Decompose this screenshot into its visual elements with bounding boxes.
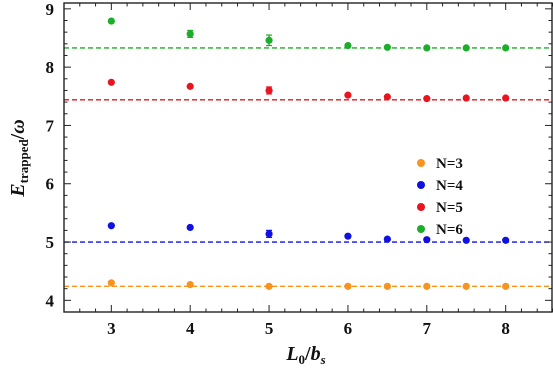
legend-label: N=6 xyxy=(436,222,463,238)
data-point xyxy=(344,91,352,99)
y-axis-label: Etrapped/ω xyxy=(7,119,31,197)
x-tick-label: 6 xyxy=(344,319,353,338)
y-label-main: E xyxy=(7,183,29,197)
data-point xyxy=(502,282,510,290)
data-point xyxy=(344,282,352,290)
y-tick-label: 6 xyxy=(46,175,55,194)
y-tick-label: 4 xyxy=(46,291,55,310)
legend-marker xyxy=(417,181,425,189)
y-tick-label: 8 xyxy=(46,58,55,77)
legend: N=3 N=4 N=5 N=6 xyxy=(417,156,463,238)
data-point xyxy=(423,44,431,52)
x-axis-label: L0/bs xyxy=(285,343,325,367)
data-point xyxy=(423,95,431,103)
legend-marker xyxy=(417,159,425,167)
data-point xyxy=(186,82,194,90)
data-point xyxy=(265,230,273,238)
x-label-main2: b xyxy=(311,343,321,365)
x-label-sub1: 0 xyxy=(299,352,306,367)
x-tick-label: 5 xyxy=(265,319,274,338)
axis-ticks: 3 4 5 6 7 8 4 5 6 7 8 9 xyxy=(46,0,553,338)
x-tick-label: 3 xyxy=(107,319,116,338)
y-label-sub: trapped xyxy=(16,139,31,184)
data-point xyxy=(265,282,273,290)
data-point xyxy=(265,36,273,44)
data-point xyxy=(462,236,470,244)
data-points xyxy=(107,17,510,290)
x-tick-label: 7 xyxy=(423,319,432,338)
data-point xyxy=(502,44,510,52)
reference-lines xyxy=(64,47,552,288)
legend-label: N=3 xyxy=(436,156,463,172)
data-point xyxy=(186,223,194,232)
data-point xyxy=(502,236,510,244)
y-tick-label: 7 xyxy=(46,116,55,135)
data-point xyxy=(344,41,352,50)
data-point xyxy=(462,44,470,52)
data-point xyxy=(383,93,391,101)
legend-label: N=4 xyxy=(436,178,463,194)
data-point xyxy=(107,279,115,287)
x-tick-label: 4 xyxy=(186,319,195,338)
data-point xyxy=(502,94,510,102)
data-point xyxy=(107,222,115,230)
x-label-main: L xyxy=(285,343,298,365)
plot-frame xyxy=(63,2,553,313)
data-point xyxy=(383,235,391,243)
data-point xyxy=(265,86,273,95)
plot-frame-rect xyxy=(63,2,553,313)
data-point xyxy=(383,43,391,51)
legend-marker xyxy=(417,203,425,211)
data-point xyxy=(423,236,431,244)
data-point xyxy=(344,232,352,240)
legend-marker xyxy=(417,225,425,233)
data-point xyxy=(107,17,115,25)
data-point xyxy=(107,78,115,86)
x-label-sub2: s xyxy=(320,352,326,367)
data-point xyxy=(186,30,194,38)
data-point xyxy=(423,282,431,290)
y-tick-label: 5 xyxy=(46,233,55,252)
data-point xyxy=(462,282,470,290)
y-label-main2: ω xyxy=(7,119,29,133)
data-point xyxy=(383,282,391,290)
data-point xyxy=(186,280,194,289)
x-tick-label: 8 xyxy=(501,319,510,338)
data-point xyxy=(462,94,470,102)
y-label-slash: / xyxy=(7,133,29,140)
legend-label: N=5 xyxy=(436,200,463,216)
x-label-slash: / xyxy=(304,343,311,365)
y-tick-label: 9 xyxy=(46,0,55,19)
